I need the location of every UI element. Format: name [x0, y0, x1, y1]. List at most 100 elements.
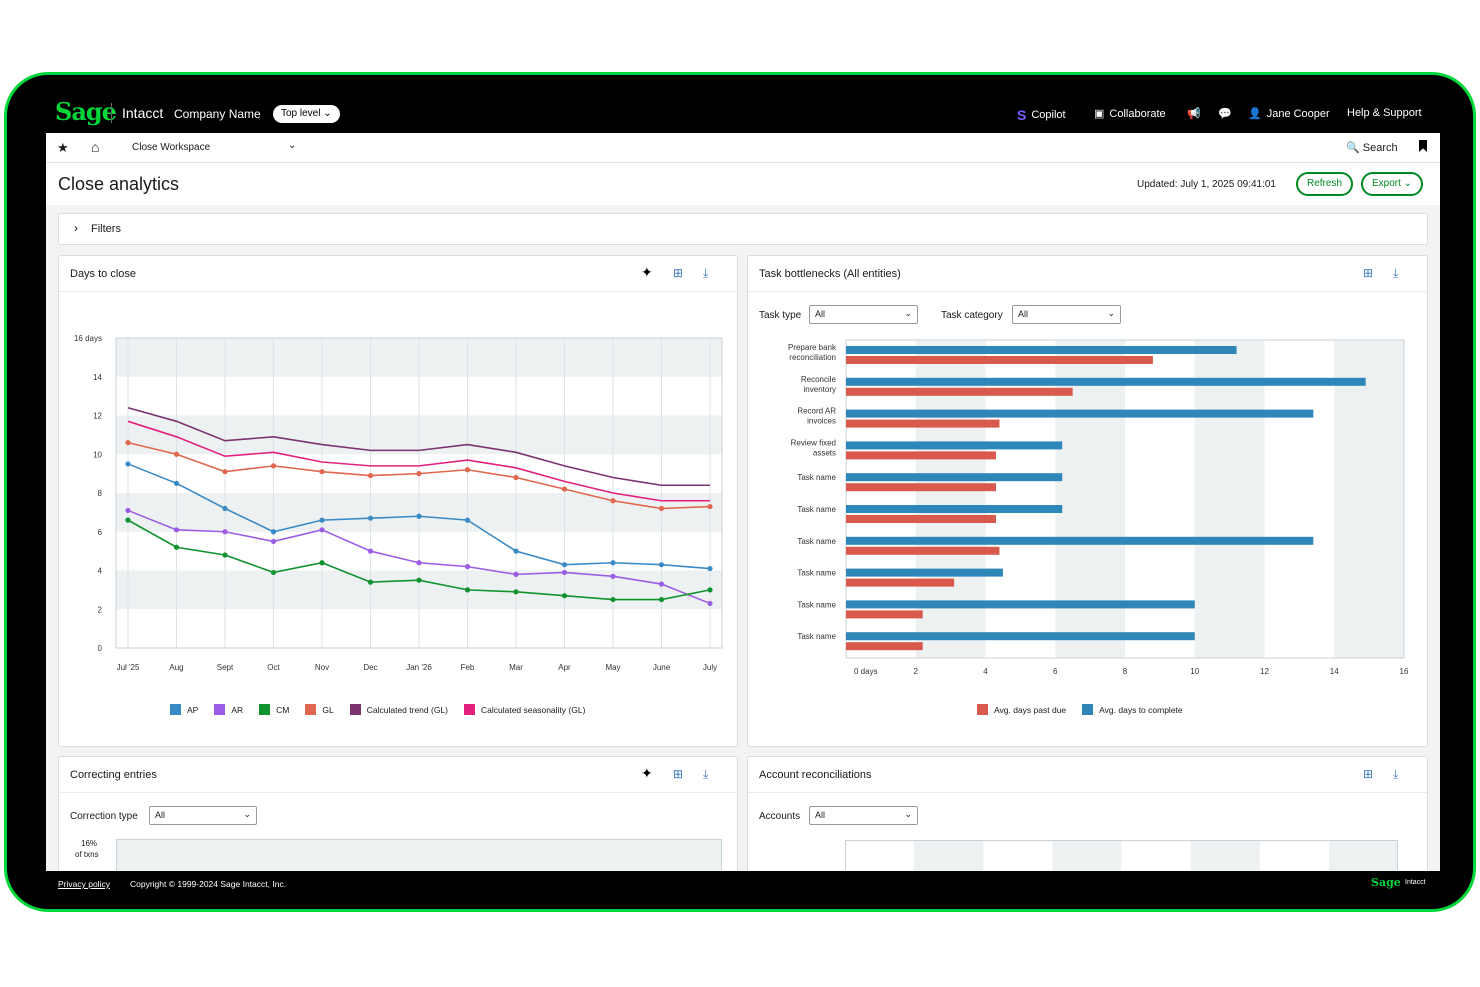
bookmark-icon[interactable]: [1419, 140, 1427, 152]
privacy-policy-link[interactable]: Privacy policy: [58, 879, 110, 889]
announcements-button[interactable]: 📢: [1187, 107, 1201, 120]
legend-item[interactable]: Avg. days to complete: [1082, 704, 1183, 715]
category-label: Reconcile: [801, 375, 837, 384]
category-label: reconciliation: [789, 353, 836, 362]
legend-item[interactable]: AR: [214, 704, 243, 715]
task-type-select[interactable]: All ⌄: [809, 305, 918, 324]
legend-label: Avg. days to complete: [1099, 704, 1183, 715]
select-value: All: [815, 309, 826, 319]
card-title: Correcting entries: [70, 769, 157, 781]
collaborate-button[interactable]: ▣ Collaborate: [1094, 107, 1166, 121]
ai-sparkle-icon[interactable]: ✦: [641, 264, 653, 280]
accounts-label: Accounts: [759, 811, 801, 822]
bar-days-to-complete: [846, 632, 1195, 641]
y-tick-label: 14: [93, 373, 102, 382]
x-tick-label: 12: [1260, 667, 1269, 676]
user-name: Jane Cooper: [1266, 107, 1330, 120]
data-point: [610, 573, 616, 579]
accounts-select[interactable]: All ⌄: [809, 806, 918, 825]
category-label: Task name: [797, 473, 836, 482]
level-label: Top level: [281, 108, 321, 119]
level-selector[interactable]: Top level ⌄: [273, 105, 340, 123]
task-category-select[interactable]: All ⌄: [1012, 305, 1121, 324]
data-point: [173, 451, 180, 457]
download-icon[interactable]: ⤓: [703, 266, 709, 280]
legend-item[interactable]: GL: [305, 704, 334, 715]
collaborate-label: Collaborate: [1109, 107, 1166, 120]
topbar-divider: [111, 103, 112, 123]
series-line: [127, 406, 710, 487]
data-point: [464, 517, 471, 523]
data-point: [658, 581, 665, 587]
company-name[interactable]: Company Name: [174, 107, 261, 121]
copilot-icon: S: [1017, 107, 1027, 123]
footer: Privacy policy Copyright © 1999-2024 Sag…: [7, 871, 1473, 897]
data-point: [173, 544, 180, 550]
star-icon[interactable]: ★: [57, 140, 69, 155]
sage-logo[interactable]: Sage: [55, 97, 117, 126]
x-tick-label: 6: [1053, 667, 1058, 676]
page-title: Close analytics: [58, 174, 180, 194]
bar-days-past-due: [846, 515, 996, 523]
correction-type-select[interactable]: All ⌄: [149, 806, 257, 825]
category-label: invoices: [807, 417, 836, 426]
data-point: [610, 596, 616, 603]
legend-item[interactable]: AP: [170, 704, 198, 715]
x-tick-label: Dec: [363, 663, 377, 672]
card-header: Account reconciliations ⊞ ⤓: [748, 757, 1427, 793]
nav-bar: ★ ⌂ Close Workspace ⌄ 🔍 Search: [46, 133, 1440, 163]
help-label: Help & Support: [1347, 107, 1422, 119]
grid-band: [1055, 340, 1125, 658]
plot-frame: [845, 840, 1398, 871]
x-tick-label: Sept: [217, 663, 234, 672]
download-icon[interactable]: ⤓: [1393, 266, 1399, 280]
y-tick-label: 12: [93, 412, 102, 421]
chevron-down-icon[interactable]: ⌄: [288, 140, 297, 151]
data-point: [319, 527, 325, 533]
legend-label: AP: [187, 704, 199, 715]
home-icon[interactable]: ⌂: [91, 139, 100, 155]
x-tick-label: June: [653, 663, 671, 672]
download-icon[interactable]: ⤓: [1393, 767, 1399, 781]
download-icon[interactable]: ⤓: [703, 767, 709, 781]
data-point: [416, 513, 422, 519]
x-tick-label: Mar: [509, 663, 523, 672]
category-label: Task name: [797, 569, 836, 578]
data-point: [707, 503, 713, 510]
bar-days-past-due: [846, 387, 1073, 396]
copilot-button[interactable]: S Copilot: [1017, 107, 1066, 123]
ai-sparkle-icon[interactable]: ✦: [641, 765, 653, 781]
legend-item[interactable]: Calculated trend (GL): [349, 704, 448, 715]
legend-item[interactable]: Avg. days past due: [977, 704, 1066, 715]
export-button[interactable]: Export ⌄: [1361, 172, 1424, 196]
chevron-down-icon: ⌄: [243, 809, 251, 819]
user-menu[interactable]: 👤 Jane Cooper: [1248, 107, 1330, 121]
select-value: All: [815, 810, 826, 820]
y-tick-label: 10: [93, 450, 102, 459]
data-point: [707, 600, 713, 607]
data-point: [658, 596, 665, 603]
table-icon[interactable]: ⊞: [1363, 767, 1374, 781]
footer-product-name: Intacct: [1405, 879, 1426, 886]
refresh-button[interactable]: Refresh: [1296, 172, 1354, 196]
search-button[interactable]: 🔍 Search: [1346, 141, 1398, 154]
bar-days-to-complete: [846, 441, 1063, 450]
data-point: [561, 486, 568, 492]
grid-band: [1194, 340, 1265, 658]
legend-item[interactable]: Calculated seasonality (GL): [464, 704, 585, 715]
table-icon[interactable]: ⊞: [673, 266, 684, 280]
legend-item[interactable]: CM: [259, 704, 289, 715]
card-title: Days to close: [70, 268, 137, 280]
card-header: Correcting entries ✦ ⊞ ⤓: [59, 757, 737, 793]
help-support-link[interactable]: Help & Support: [1347, 107, 1422, 119]
messages-button[interactable]: 💬: [1218, 107, 1232, 120]
legend-swatch: [170, 704, 181, 715]
data-point: [367, 472, 374, 479]
legend-swatch: [305, 704, 317, 715]
category-label: Task name: [797, 600, 836, 609]
table-icon[interactable]: ⊞: [673, 767, 684, 781]
filters-panel[interactable]: › Filters: [58, 213, 1428, 245]
workspace-selector[interactable]: Close Workspace: [132, 142, 211, 153]
table-icon[interactable]: ⊞: [1363, 266, 1374, 280]
legend-swatch: [464, 704, 475, 715]
